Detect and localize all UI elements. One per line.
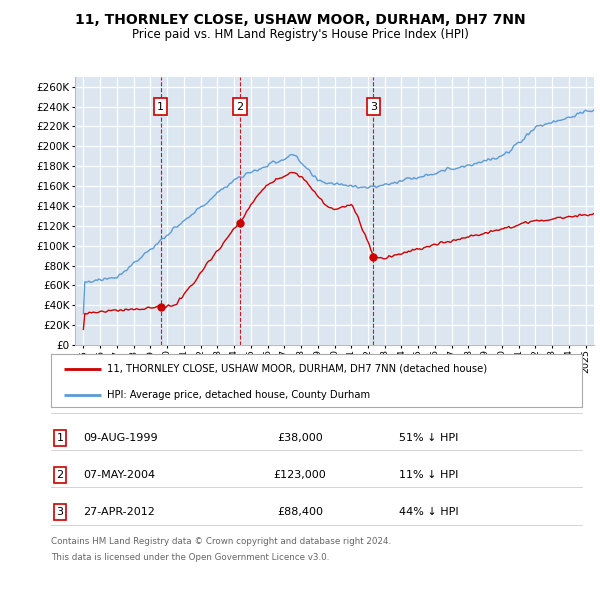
- Text: 27-APR-2012: 27-APR-2012: [83, 507, 155, 517]
- Text: 11% ↓ HPI: 11% ↓ HPI: [399, 470, 458, 480]
- Text: 3: 3: [370, 101, 377, 112]
- Text: 11, THORNLEY CLOSE, USHAW MOOR, DURHAM, DH7 7NN: 11, THORNLEY CLOSE, USHAW MOOR, DURHAM, …: [74, 13, 526, 27]
- Text: 51% ↓ HPI: 51% ↓ HPI: [399, 433, 458, 442]
- Text: 07-MAY-2004: 07-MAY-2004: [83, 470, 155, 480]
- Text: 3: 3: [56, 507, 64, 517]
- Text: £88,400: £88,400: [277, 507, 323, 517]
- Text: This data is licensed under the Open Government Licence v3.0.: This data is licensed under the Open Gov…: [51, 553, 329, 562]
- Text: £123,000: £123,000: [274, 470, 326, 480]
- Text: £38,000: £38,000: [277, 433, 323, 442]
- Text: 1: 1: [157, 101, 164, 112]
- Text: HPI: Average price, detached house, County Durham: HPI: Average price, detached house, Coun…: [107, 391, 370, 401]
- Text: Price paid vs. HM Land Registry's House Price Index (HPI): Price paid vs. HM Land Registry's House …: [131, 28, 469, 41]
- Text: 11, THORNLEY CLOSE, USHAW MOOR, DURHAM, DH7 7NN (detached house): 11, THORNLEY CLOSE, USHAW MOOR, DURHAM, …: [107, 364, 487, 374]
- Text: 09-AUG-1999: 09-AUG-1999: [83, 433, 157, 442]
- Text: 44% ↓ HPI: 44% ↓ HPI: [399, 507, 458, 517]
- Text: 1: 1: [56, 433, 64, 442]
- Text: 2: 2: [56, 470, 64, 480]
- Text: Contains HM Land Registry data © Crown copyright and database right 2024.: Contains HM Land Registry data © Crown c…: [51, 537, 391, 546]
- Text: 2: 2: [236, 101, 244, 112]
